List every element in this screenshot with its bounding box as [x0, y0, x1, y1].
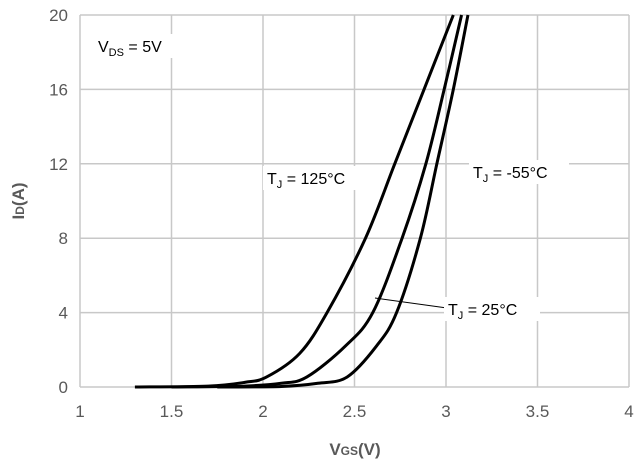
- annotations: VDS = 5V TJ = 125°C TJ = -55°C TJ = 25°C: [94, 34, 569, 322]
- x-tick-label: 1: [75, 402, 84, 421]
- grid: [79, 14, 630, 388]
- label-125c: TJ = 125°C: [267, 171, 345, 191]
- x-tick-label: 3.5: [526, 402, 550, 421]
- x-tick-label: 3: [441, 402, 450, 421]
- y-tick-label: 4: [59, 304, 68, 323]
- vds-condition-label-bg: [94, 34, 194, 58]
- y-axis-label: ID(A): [9, 182, 28, 219]
- label-25c-bg: [444, 297, 540, 321]
- y-tick-label: 16: [49, 80, 68, 99]
- x-tick-label: 1.5: [160, 402, 184, 421]
- x-tick-label: 2.5: [343, 402, 367, 421]
- x-tick-label: 4: [624, 402, 633, 421]
- label-minus55c-bg: [469, 160, 569, 184]
- label-25c: TJ = 25°C: [448, 302, 517, 322]
- series-curve-0: [134, 14, 455, 389]
- y-tick-label: 0: [59, 378, 68, 397]
- label-125c-bg: [263, 166, 363, 190]
- vds-condition-label: VDS = 5V: [98, 39, 162, 59]
- label-minus55c: TJ = -55°C: [473, 165, 548, 185]
- series-curve-1: [171, 14, 464, 389]
- curves: [134, 14, 470, 389]
- y-tick-label: 12: [49, 155, 68, 174]
- annotation-leader-line: [374, 297, 448, 309]
- y-tick-label: 8: [59, 229, 68, 248]
- x-axis-label: VGS(V): [329, 440, 380, 459]
- x-tick-label: 2: [258, 402, 267, 421]
- tick-labels: 1 1.5 2 2.5 3 3.5 4 0 4 8 12 16 20: [49, 6, 634, 421]
- y-tick-label: 20: [49, 6, 68, 25]
- series-curve-2: [217, 14, 470, 389]
